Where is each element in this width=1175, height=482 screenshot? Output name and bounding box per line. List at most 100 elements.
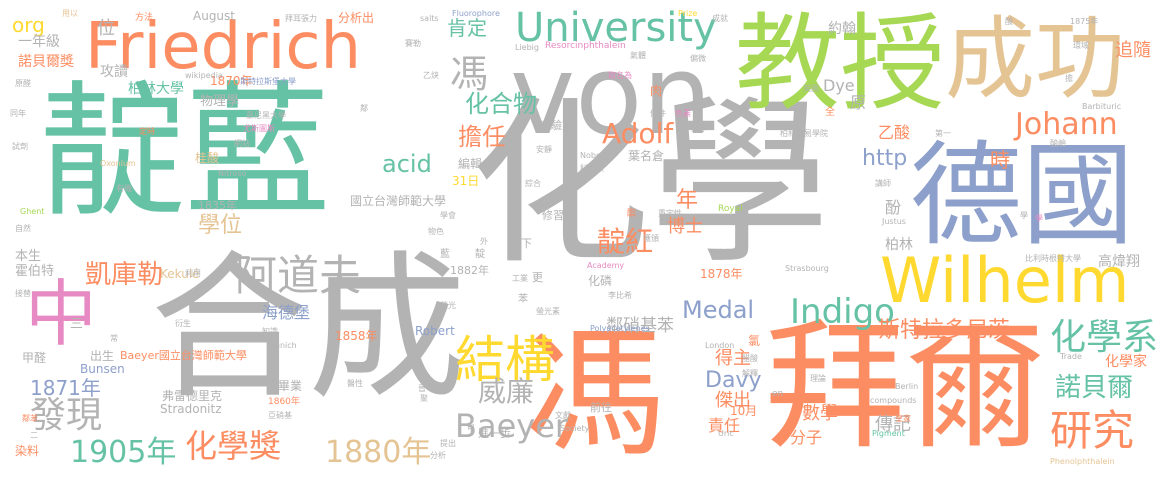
word-cloud-word: 皇家 [895, 414, 911, 423]
word-cloud-word: 拜爾 [765, 306, 1046, 469]
word-cloud-word: Kekulé [160, 267, 200, 281]
word-cloud-word: 分子 [790, 428, 823, 447]
word-cloud-word: Strasbourg [785, 264, 829, 273]
word-cloud-word: 晉 [418, 384, 426, 393]
word-cloud-word: Munich [268, 341, 297, 350]
word-cloud-word: 拜耳張力 [285, 14, 317, 23]
word-cloud-word: Oxonium [100, 159, 136, 168]
word-cloud-word: 自然 [15, 224, 31, 233]
word-cloud-word: 醋酸 [742, 354, 758, 363]
word-cloud-word: 1880年 [325, 435, 432, 470]
word-cloud-word: 追隨 [1115, 40, 1151, 61]
word-cloud-word: 乙酸 [878, 123, 911, 142]
word-cloud-word: 聚 [420, 394, 428, 403]
word-cloud-word: University [515, 5, 717, 51]
word-cloud-word: 葉名倉 [628, 149, 665, 163]
word-cloud-word: 文獻 [555, 411, 571, 420]
word-cloud-word: 傳記 [875, 414, 911, 435]
word-cloud-word: 分析 [430, 451, 446, 460]
word-cloud-word: 原醛 [15, 79, 31, 88]
word-cloud-word: 獲頒 [643, 234, 659, 243]
word-cloud-word: 博士 [667, 216, 703, 237]
word-cloud-word: 得主 [715, 348, 751, 369]
word-cloud-word: 化學 [470, 80, 831, 289]
word-cloud-word: 進一步 [478, 427, 511, 440]
word-cloud-word: Prize [678, 9, 698, 18]
word-cloud-word: 10月 [730, 404, 758, 418]
word-cloud-word: 化學家 [1105, 354, 1147, 370]
word-cloud-word: 年 [676, 188, 699, 213]
word-cloud-word: 國立台灣師範大學 [350, 194, 447, 208]
word-cloud-word: 鄰苯 [22, 414, 38, 423]
word-cloud-word: Trade [1060, 352, 1082, 361]
word-cloud-word: 試劑 [12, 142, 28, 151]
word-cloud-word: compounds [870, 396, 917, 405]
word-cloud-word: Nobel [580, 151, 604, 160]
word-cloud-word: 科學家 [580, 164, 604, 173]
word-cloud-word: 馮 [525, 313, 666, 476]
word-cloud-word: 1878年 [700, 267, 743, 281]
word-cloud-word: 1871年 [30, 376, 101, 400]
word-cloud-word: 位 [97, 18, 115, 39]
word-cloud-word: 更 [532, 271, 543, 284]
word-cloud-word: 氯 [748, 334, 761, 348]
word-cloud-word: 參考 [690, 124, 706, 133]
word-cloud-word: 約翰 [828, 21, 856, 37]
word-cloud-word: 三 [70, 317, 84, 332]
word-cloud-word: 門下 [510, 237, 532, 250]
word-cloud-word: 原 [850, 93, 867, 112]
word-cloud-word: Indigo [790, 292, 895, 332]
word-cloud-word: 常 [110, 334, 118, 343]
word-cloud-word: 弗雷德里克 [162, 389, 223, 403]
word-cloud-word: 酸 [1005, 17, 1013, 26]
word-cloud-word: 靛紅 [597, 225, 654, 258]
word-cloud-word: Dye [823, 76, 855, 95]
word-cloud-word: 化磷 [588, 274, 613, 288]
word-cloud-word: 擔任 [458, 123, 506, 151]
word-cloud-word: salts [420, 14, 439, 23]
word-cloud-word: Justus [882, 217, 906, 226]
word-cloud-word: 研究 [1050, 406, 1135, 455]
word-cloud-word: 工業 [512, 274, 528, 283]
word-cloud-word: 二 [30, 431, 38, 440]
word-cloud-word: 環域 [1073, 41, 1089, 50]
word-cloud-word: 化學系 [1050, 317, 1159, 358]
word-cloud-word: Medal [682, 296, 755, 324]
word-cloud-word: 高煒翔 [1098, 254, 1140, 270]
word-cloud-word: 尤斯圖斯 [243, 124, 275, 133]
word-cloud-word: 斯特拉多尼茨 [878, 318, 1011, 343]
word-cloud-word: 第一 [935, 129, 951, 138]
word-cloud-word: 化學獎 [185, 427, 282, 465]
word-cloud-word: 甲 [467, 424, 475, 433]
word-cloud-word: 乙炔 [423, 71, 439, 80]
word-cloud-word: 1905年 [70, 435, 177, 470]
word-cloud-word: 同年 [10, 109, 26, 118]
word-cloud-word: 學 [1035, 214, 1043, 223]
word-cloud-word: 知識 [262, 327, 278, 336]
word-cloud-word: 數學 [802, 403, 838, 424]
word-cloud-word: 慕尼黑大學 [246, 111, 286, 120]
word-cloud-word: 時 [990, 148, 1010, 172]
word-cloud-word: 條件 [650, 109, 666, 118]
word-cloud-word: von [510, 31, 713, 159]
word-cloud-word: acid [382, 150, 432, 178]
word-cloud-word: 編輯 [458, 157, 483, 171]
word-cloud-word: 諾貝爾獎 [18, 54, 74, 70]
word-cloud-word: Davy [705, 368, 762, 393]
word-cloud-word: Liebig [515, 43, 539, 52]
word-cloud-word: 物理學 [200, 94, 240, 109]
word-cloud-word: Adolf [602, 117, 674, 150]
word-cloud-word: 鄰硝基苯 [606, 316, 674, 336]
word-cloud-word: 1882年 [450, 264, 489, 277]
word-cloud-word: 染料 [15, 444, 40, 458]
word-cloud-word: 桂酸 [195, 151, 220, 165]
word-cloud-word: Stradonitz [160, 402, 222, 416]
word-cloud-word: 化合物 [465, 90, 537, 118]
word-cloud-word: Friedrich [85, 10, 362, 84]
word-cloud-word: wikipedia [185, 71, 223, 80]
word-cloud-word: 成功 [945, 7, 1125, 112]
word-cloud-word: 外 [480, 237, 488, 246]
word-cloud-word: Fluorophore [452, 9, 500, 18]
word-cloud-word: 李比希 [608, 291, 632, 300]
word-cloud-word: 教授 [735, 3, 946, 125]
